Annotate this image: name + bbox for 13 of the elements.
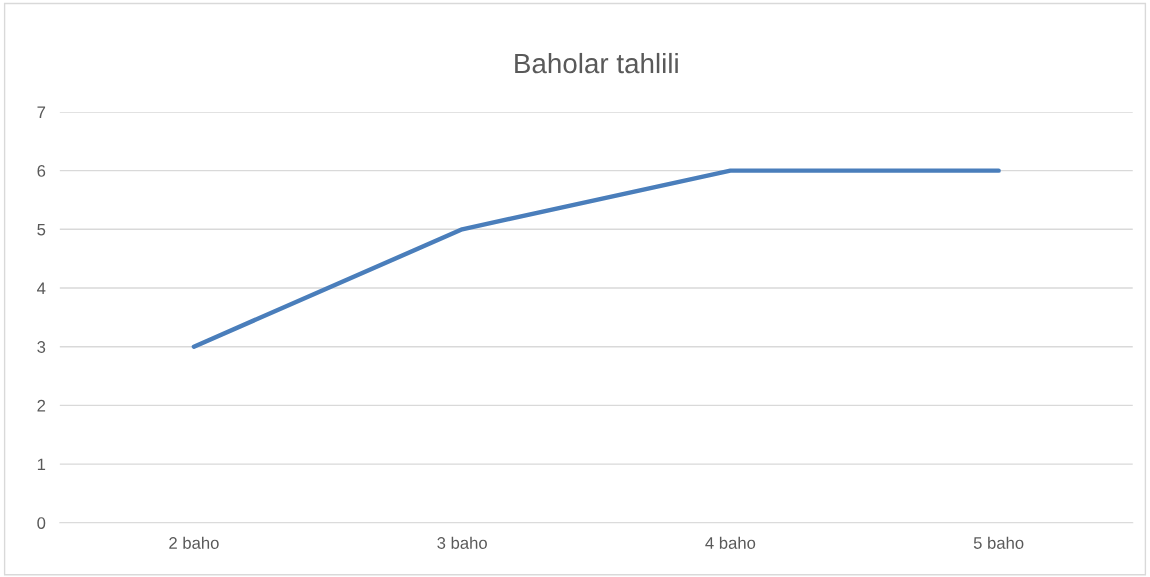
- y-tick-label: 7: [37, 106, 46, 118]
- y-tick-label: 5: [37, 223, 46, 236]
- x-tick-label: 4 baho: [705, 536, 756, 549]
- y-tick-label: 3: [37, 341, 46, 353]
- y-tick-label: 0: [37, 517, 46, 529]
- y-tick-label: 4: [37, 282, 46, 295]
- y-tick-label: 6: [37, 165, 46, 177]
- x-tick-label: 2 baho: [169, 536, 219, 549]
- x-tick-label: 3 baho: [437, 536, 487, 549]
- chart-title: Baholar tahlili: [515, 52, 678, 74]
- x-tick-label: 5 baho: [973, 536, 1024, 549]
- y-tick-label: 2: [37, 399, 46, 412]
- y-tick-label: 1: [37, 458, 46, 471]
